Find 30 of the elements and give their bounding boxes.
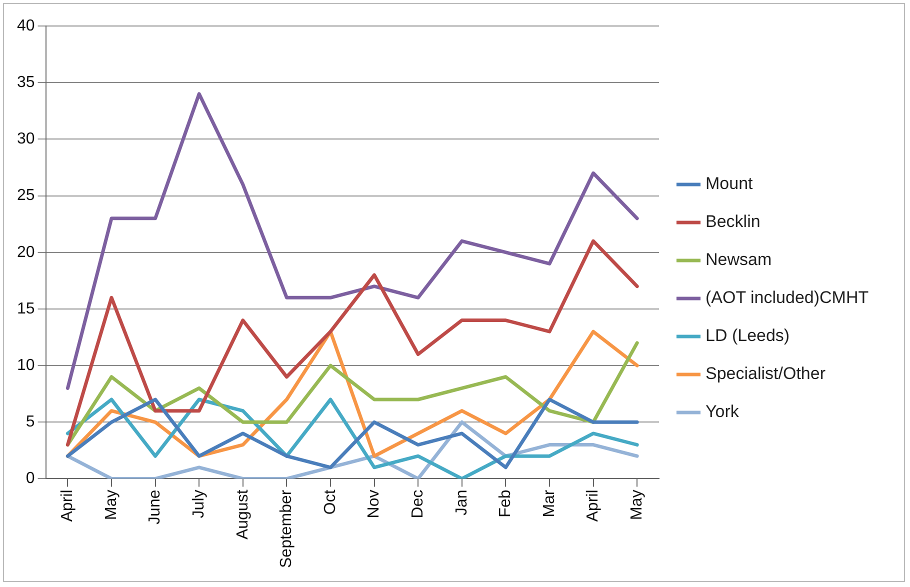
legend-label: Specialist/Other: [706, 364, 826, 384]
y-tick-label: 30: [17, 130, 35, 148]
x-tick-label: Mar: [540, 489, 558, 518]
x-tick-label: September: [278, 489, 296, 568]
x-tick-label: April: [59, 490, 76, 522]
y-tick-label: 20: [17, 244, 35, 261]
y-tick-label: 0: [26, 470, 35, 488]
x-tick-label: Oct: [322, 489, 339, 515]
legend-label: LD (Leeds): [706, 326, 790, 346]
x-tick-label: July: [190, 490, 208, 518]
y-tick-label: 35: [17, 74, 35, 91]
x-tick-label: May: [628, 490, 646, 520]
x-tick-label: August: [234, 489, 252, 540]
x-tick-label: April: [584, 490, 602, 522]
x-tick-label: May: [102, 490, 120, 520]
legend-label: Mount: [706, 174, 754, 194]
legend-label: Newsam: [706, 250, 772, 270]
y-tick-label: 5: [26, 414, 35, 431]
x-tick-label: Jan: [453, 490, 470, 516]
x-tick-label: June: [146, 490, 164, 524]
x-tick-label: Nov: [366, 490, 383, 518]
y-tick-label: 15: [17, 300, 35, 318]
y-tick-label: 40: [17, 17, 35, 34]
legend-label: Becklin: [706, 212, 760, 232]
y-tick-label: 10: [17, 356, 35, 374]
y-tick-label: 25: [17, 187, 35, 204]
x-tick-label: Feb: [497, 490, 514, 518]
x-tick-label: Dec: [410, 490, 427, 518]
legend-label: (AOT included)CMHT: [706, 288, 869, 308]
legend-label: York: [706, 402, 740, 422]
